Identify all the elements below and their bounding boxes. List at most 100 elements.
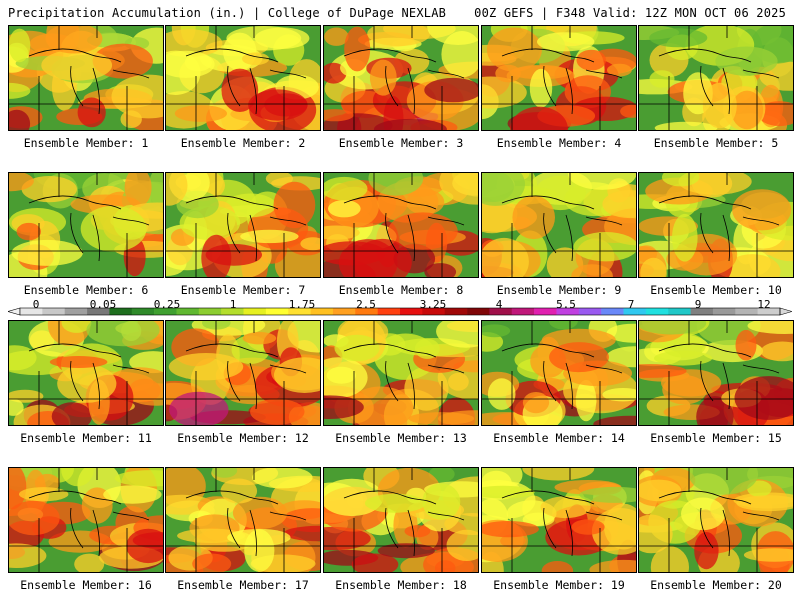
precip-map [482, 173, 636, 277]
colorbar-swatch [87, 308, 110, 315]
ensemble-member-label: Ensemble Member: 14 [493, 431, 625, 445]
colorbar-swatch [556, 308, 580, 315]
colorbar-max-arrow [779, 307, 792, 316]
colorbar-swatch [176, 308, 200, 315]
ensemble-member-label: Ensemble Member: 11 [20, 431, 152, 445]
precip-map [324, 26, 478, 130]
colorbar-swatch [623, 308, 647, 315]
ensemble-member-label: Ensemble Member: 4 [496, 136, 622, 150]
ensemble-member-label: Ensemble Member: 17 [177, 578, 309, 592]
colorbar-swatch [377, 308, 401, 315]
precip-map [324, 468, 478, 572]
colorbar-swatch [310, 308, 334, 315]
precip-map [9, 173, 163, 277]
colorbar-swatch [467, 308, 490, 315]
ensemble-member-label: Ensemble Member: 8 [338, 283, 464, 297]
precip-map [639, 26, 793, 130]
colorbar-swatch [20, 308, 43, 315]
ensemble-member-map [8, 320, 164, 426]
precip-map [9, 321, 163, 425]
ensemble-member-label: Ensemble Member: 13 [335, 431, 467, 445]
ensemble-member-label: Ensemble Member: 15 [650, 431, 782, 445]
ensemble-member-label: Ensemble Member: 7 [180, 283, 306, 297]
precip-map [482, 468, 636, 572]
colorbar-tick-label: 1.75 [288, 298, 316, 311]
precip-map [166, 468, 320, 572]
colorbar-swatch [64, 308, 88, 315]
ensemble-member-map [8, 172, 164, 278]
ensemble-member-label: Ensemble Member: 2 [180, 136, 306, 150]
colorbar-tick-label: 5.5 [556, 298, 576, 311]
ensemble-member-label: Ensemble Member: 9 [496, 283, 622, 297]
precip-map [639, 173, 793, 277]
colorbar-tick-label: 0.05 [89, 298, 117, 311]
colorbar-swatch [198, 308, 222, 315]
precip-map [166, 173, 320, 277]
colorbar-tick-label: 9 [694, 298, 702, 311]
colorbar-swatch [265, 308, 289, 315]
colorbar-min-arrow [8, 307, 21, 316]
ensemble-member-map [323, 25, 479, 131]
colorbar-swatch [712, 308, 736, 315]
precip-map [9, 26, 163, 130]
colorbar-swatch [668, 308, 691, 315]
ensemble-member-label: Ensemble Member: 20 [650, 578, 782, 592]
ensemble-member-map [323, 467, 479, 573]
precip-map [166, 26, 320, 130]
colorbar-tick-label: 3.25 [419, 298, 447, 311]
ensemble-member-label: Ensemble Member: 10 [650, 283, 782, 297]
ensemble-member-map [165, 467, 321, 573]
ensemble-member-map [638, 320, 794, 426]
colorbar-swatch [109, 308, 133, 315]
ensemble-member-map [323, 172, 479, 278]
colorbar-swatch [645, 308, 669, 315]
precip-map [639, 468, 793, 572]
colorbar-tick-label: 2.5 [356, 298, 376, 311]
colorbar-swatch [511, 308, 535, 315]
colorbar-tick-label: 1 [229, 298, 237, 311]
ensemble-member-map [481, 172, 637, 278]
ensemble-member-map [638, 172, 794, 278]
colorbar-tick-label: 7 [627, 298, 635, 311]
page-title: Precipitation Accumulation (in.) | Colle… [8, 6, 447, 20]
colorbar-swatch [288, 308, 311, 315]
ensemble-member-label: Ensemble Member: 19 [493, 578, 625, 592]
precip-map [324, 173, 478, 277]
precip-map [9, 468, 163, 572]
ensemble-member-map [481, 467, 637, 573]
precip-map [639, 321, 793, 425]
colorbar-swatch [400, 308, 423, 315]
colorbar-swatch [332, 308, 356, 315]
precipitation-colorbar [8, 307, 792, 316]
colorbar-swatch [154, 308, 177, 315]
colorbar-swatch [690, 308, 714, 315]
colorbar-tick-label: 0 [32, 298, 40, 311]
ensemble-member-map [165, 25, 321, 131]
colorbar-swatch [578, 308, 602, 315]
colorbar-tick-label: 4 [495, 298, 503, 311]
colorbar-swatch [243, 308, 267, 315]
colorbar-swatch [444, 308, 468, 315]
ensemble-member-label: Ensemble Member: 16 [20, 578, 152, 592]
ensemble-member-map [481, 320, 637, 426]
ensemble-member-map [8, 25, 164, 131]
ensemble-member-label: Ensemble Member: 3 [338, 136, 464, 150]
ensemble-member-map [638, 467, 794, 573]
precip-map [324, 321, 478, 425]
ensemble-member-map [165, 320, 321, 426]
colorbar-swatch [534, 308, 557, 315]
ensemble-member-label: Ensemble Member: 5 [653, 136, 779, 150]
ensemble-member-label: Ensemble Member: 1 [23, 136, 149, 150]
colorbar-swatch [422, 308, 445, 315]
colorbar-swatch [221, 308, 244, 315]
ensemble-member-label: Ensemble Member: 18 [335, 578, 467, 592]
ensemble-member-map [638, 25, 794, 131]
colorbar-swatch [601, 308, 624, 315]
colorbar-swatch [489, 308, 513, 315]
model-run-info: 00Z GEFS | F348 Valid: 12Z MON OCT 06 20… [474, 6, 786, 20]
ensemble-member-map [323, 320, 479, 426]
colorbar-swatch [42, 308, 65, 315]
colorbar-swatch [131, 308, 155, 315]
colorbar-tick-label: 0.25 [153, 298, 181, 311]
precip-map [482, 321, 636, 425]
